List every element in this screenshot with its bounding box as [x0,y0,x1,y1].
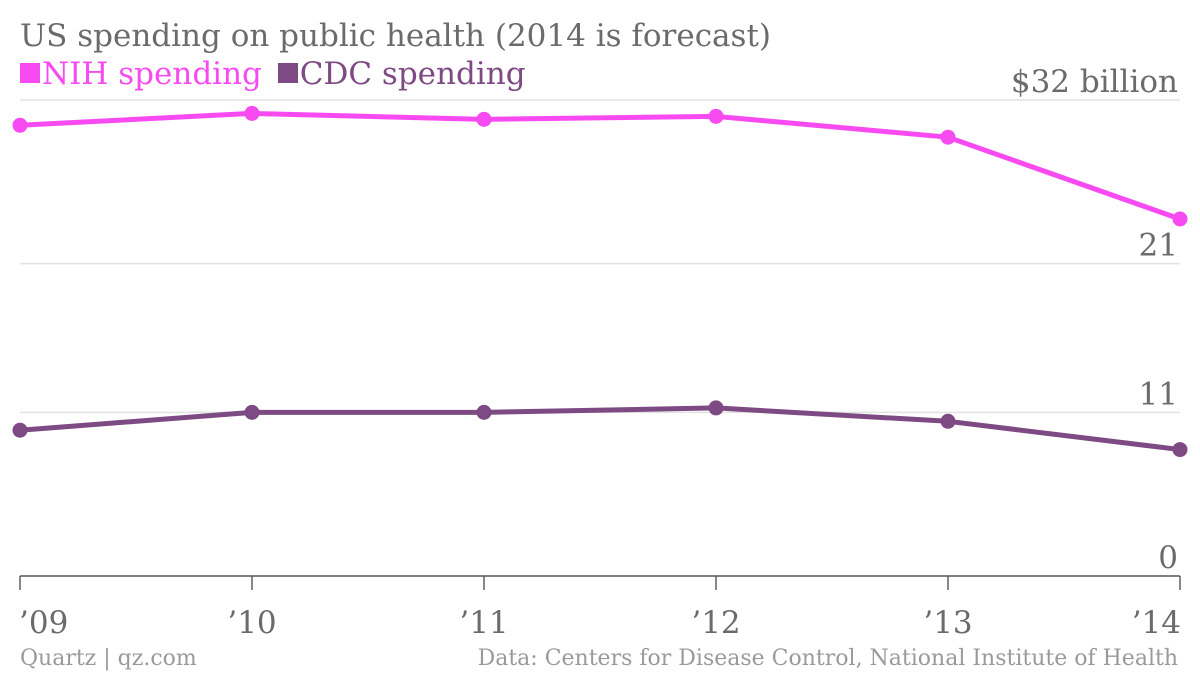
legend-swatch-cdc [277,63,298,83]
data-point-cdc [244,404,260,420]
legend-item-nih: NIH spending [20,56,262,92]
x-tick-label: ’12 [691,605,740,641]
data-point-nih [12,117,28,133]
data-point-nih [940,129,956,145]
chart-title: US spending on public health (2014 is fo… [20,18,771,54]
legend-swatch-nih [20,63,40,83]
series-line-nih [17,110,1183,222]
series-line-cdc [17,405,1183,453]
legend-item-cdc: CDC spending [277,56,526,92]
data-point-nih [708,108,724,124]
y-tick-label: 21 [1139,228,1178,264]
legend-label-cdc: CDC spending [299,56,526,92]
data-point-cdc [12,422,28,438]
data-point-nih [476,111,492,127]
y-tick-label: $32 billion [1011,64,1178,100]
data-point-cdc [708,400,724,416]
footer-credit: Quartz | qz.com [20,646,197,671]
y-tick-label: 0 [1158,540,1178,576]
x-tick-label: ’14 [1132,605,1181,641]
data-point-cdc [1172,442,1188,458]
y-tick-label: 11 [1139,376,1178,412]
x-tick-label: ’13 [923,605,972,641]
x-tick-label: ’09 [19,605,68,641]
data-point-nih [1172,211,1188,227]
footer-data-source: Data: Centers for Disease Control, Natio… [477,646,1178,671]
data-point-cdc [476,404,492,420]
legend-label-nih: NIH spending [42,56,262,92]
data-point-nih [244,105,260,121]
chart-legend: NIH spending CDC spending [20,56,532,92]
x-tick-label: ’10 [227,605,276,641]
x-tick-label: ’11 [459,605,508,641]
data-point-cdc [940,413,956,429]
